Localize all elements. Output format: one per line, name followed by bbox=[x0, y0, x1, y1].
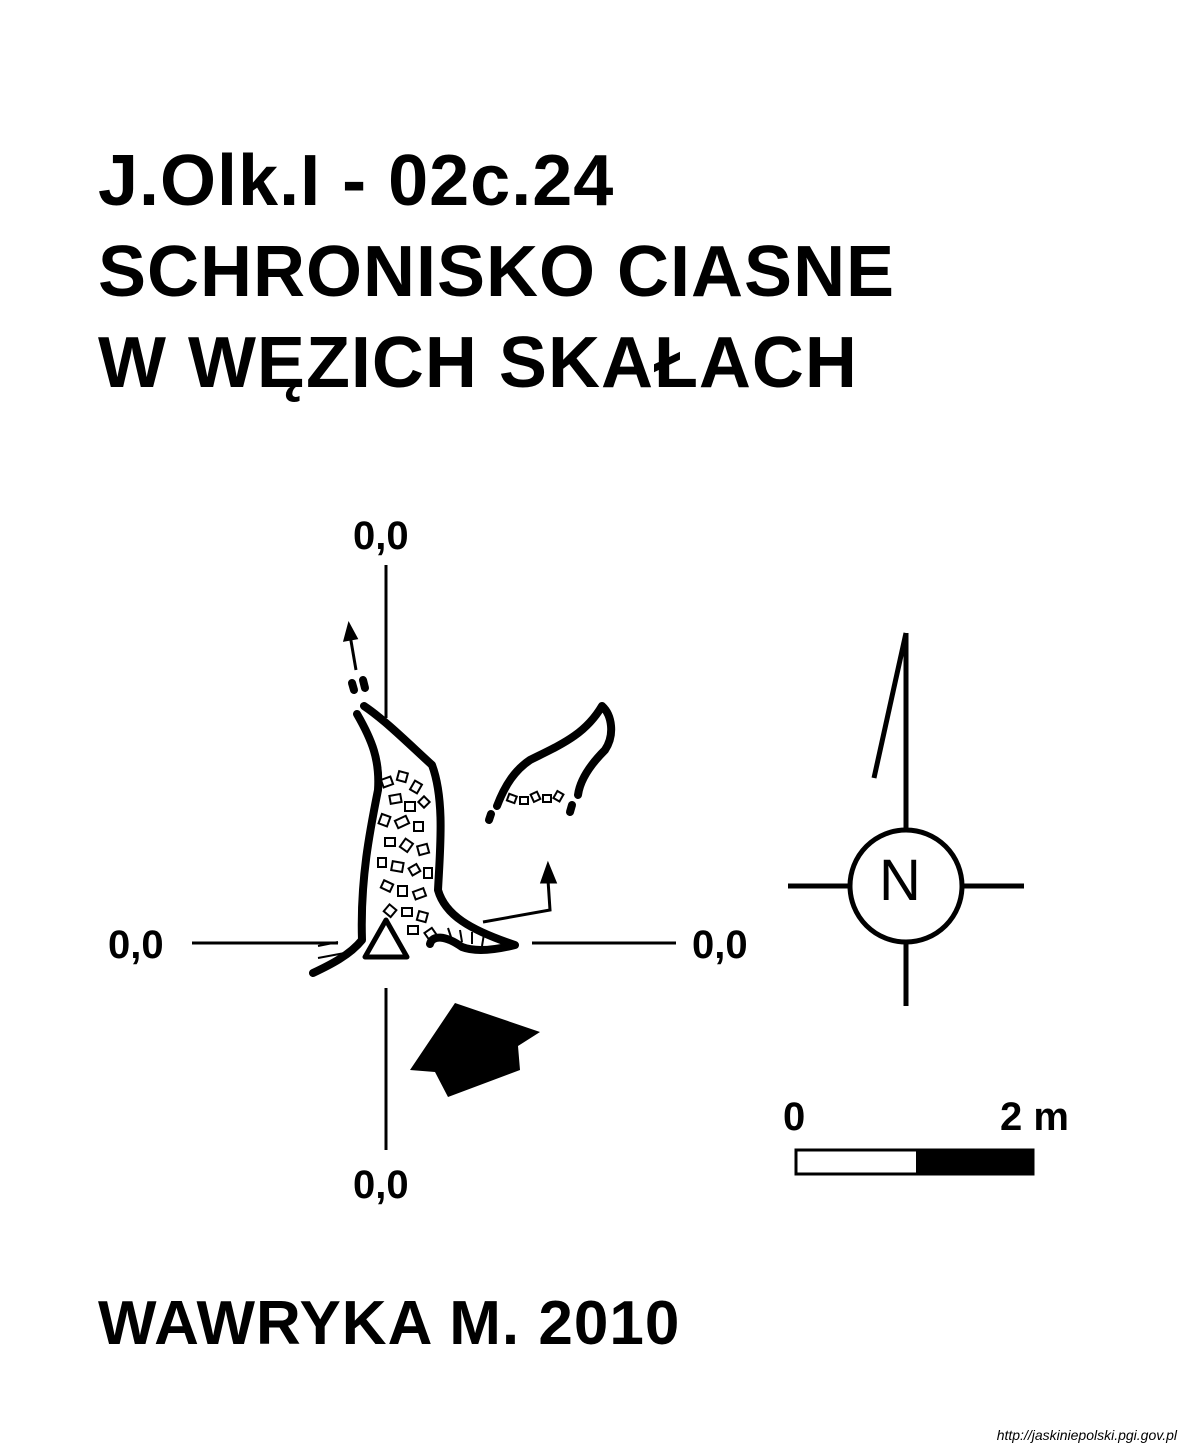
north-letter: N bbox=[879, 848, 921, 913]
cave-name-line-2: W WĘZICH SKAŁACH bbox=[98, 323, 858, 403]
passage-arrow-top bbox=[342, 620, 359, 671]
rubble-fill-side bbox=[505, 789, 565, 805]
scale-bar bbox=[794, 1148, 1035, 1176]
survey-station-triangle bbox=[362, 917, 410, 960]
cave-outline-main bbox=[309, 702, 519, 977]
scale-end-label: 2 m bbox=[1000, 1095, 1069, 1139]
cave-code-title: J.Olk.I - 02c.24 bbox=[98, 141, 615, 221]
datum-label-bottom: 0,0 bbox=[353, 1163, 409, 1207]
datum-label-right: 0,0 bbox=[692, 923, 748, 967]
slope-hatching bbox=[317, 927, 485, 959]
author-credit: WAWRYKA M. 2010 bbox=[98, 1289, 681, 1358]
cave-outline-side bbox=[485, 702, 616, 824]
north-compass-circle bbox=[847, 827, 965, 945]
passage-arrow-right bbox=[482, 860, 558, 924]
datum-label-left: 0,0 bbox=[108, 923, 164, 967]
rubble-fill bbox=[377, 769, 439, 942]
north-arrow bbox=[788, 632, 1024, 1006]
scale-bar-black-segment bbox=[916, 1150, 1033, 1174]
datum-label-top: 0,0 bbox=[353, 514, 409, 558]
entrance-arrow bbox=[410, 1003, 540, 1097]
datum-lines bbox=[192, 565, 676, 1150]
cave-name-line-1: SCHRONISKO CIASNE bbox=[98, 232, 896, 312]
source-url[interactable]: http://jaskiniepolski.pgi.gov.pl bbox=[996, 1427, 1177, 1443]
scale-start-label: 0 bbox=[783, 1095, 806, 1139]
cave-outline-dashes bbox=[348, 676, 369, 694]
